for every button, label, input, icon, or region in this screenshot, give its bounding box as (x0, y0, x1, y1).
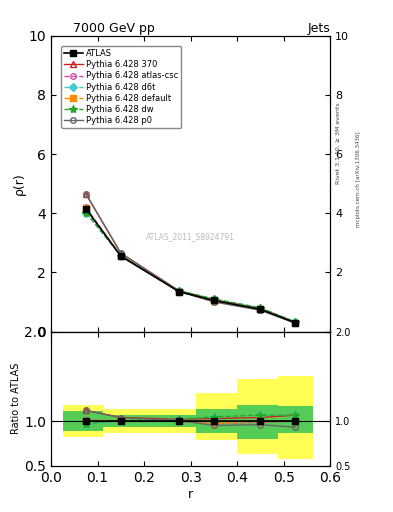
Pythia 6.428 p0 (211, 299, 216, 305)
Pythia 6.428 d6t (211, 296, 216, 302)
Pythia 6.428 370 (258, 305, 263, 311)
ATLAS (119, 253, 123, 259)
Pythia 6.428 d6t (176, 288, 181, 294)
Text: 7000 GeV pp: 7000 GeV pp (73, 22, 155, 35)
Pythia 6.428 p0 (119, 250, 123, 256)
ATLAS (293, 319, 298, 326)
Line: Pythia 6.428 p0: Pythia 6.428 p0 (83, 191, 298, 326)
Pythia 6.428 p0 (84, 191, 88, 197)
ATLAS (211, 297, 216, 304)
Text: Jets: Jets (307, 22, 330, 35)
Legend: ATLAS, Pythia 6.428 370, Pythia 6.428 atlas-csc, Pythia 6.428 d6t, Pythia 6.428 : ATLAS, Pythia 6.428 370, Pythia 6.428 at… (61, 46, 182, 128)
X-axis label: r: r (188, 487, 193, 501)
Pythia 6.428 dw (119, 252, 123, 259)
Pythia 6.428 dw (84, 209, 88, 216)
Pythia 6.428 atlas-csc (293, 319, 298, 326)
Pythia 6.428 default (258, 306, 263, 312)
Pythia 6.428 default (84, 205, 88, 211)
Pythia 6.428 370 (211, 296, 216, 303)
Pythia 6.428 370 (293, 319, 298, 325)
Pythia 6.428 default (119, 252, 123, 259)
Pythia 6.428 atlas-csc (119, 253, 123, 259)
Text: mcplots.cern.ch [arXiv:1306.3436]: mcplots.cern.ch [arXiv:1306.3436] (356, 132, 361, 227)
Line: Pythia 6.428 atlas-csc: Pythia 6.428 atlas-csc (83, 205, 298, 326)
ATLAS (176, 289, 181, 295)
Line: Pythia 6.428 d6t: Pythia 6.428 d6t (83, 210, 298, 325)
Y-axis label: Ratio to ATLAS: Ratio to ATLAS (11, 363, 22, 434)
Pythia 6.428 370 (84, 191, 88, 197)
Y-axis label: ρ(r): ρ(r) (13, 173, 26, 195)
Text: ATLAS_2011_S8924791: ATLAS_2011_S8924791 (146, 232, 235, 241)
Pythia 6.428 p0 (293, 320, 298, 326)
Pythia 6.428 d6t (119, 253, 123, 259)
Pythia 6.428 atlas-csc (176, 289, 181, 295)
Pythia 6.428 atlas-csc (84, 204, 88, 210)
Pythia 6.428 dw (176, 288, 181, 294)
ATLAS (258, 306, 263, 312)
Line: ATLAS: ATLAS (83, 206, 298, 326)
Pythia 6.428 dw (211, 296, 216, 302)
Pythia 6.428 p0 (258, 307, 263, 313)
Pythia 6.428 dw (293, 319, 298, 325)
ATLAS (84, 206, 88, 212)
Pythia 6.428 atlas-csc (258, 307, 263, 313)
Pythia 6.428 default (293, 319, 298, 326)
Pythia 6.428 default (176, 289, 181, 295)
Pythia 6.428 370 (119, 250, 123, 256)
Pythia 6.428 370 (176, 288, 181, 294)
Pythia 6.428 d6t (258, 305, 263, 311)
Line: Pythia 6.428 dw: Pythia 6.428 dw (82, 208, 299, 326)
Pythia 6.428 atlas-csc (211, 298, 216, 305)
Pythia 6.428 d6t (293, 319, 298, 325)
Line: Pythia 6.428 370: Pythia 6.428 370 (83, 190, 299, 326)
Pythia 6.428 d6t (84, 209, 88, 216)
Text: Rivet 3.1.10, ≥ 3M events: Rivet 3.1.10, ≥ 3M events (336, 102, 341, 184)
Pythia 6.428 p0 (176, 288, 181, 294)
Line: Pythia 6.428 default: Pythia 6.428 default (83, 205, 298, 326)
Pythia 6.428 default (211, 298, 216, 305)
Pythia 6.428 dw (258, 305, 263, 311)
